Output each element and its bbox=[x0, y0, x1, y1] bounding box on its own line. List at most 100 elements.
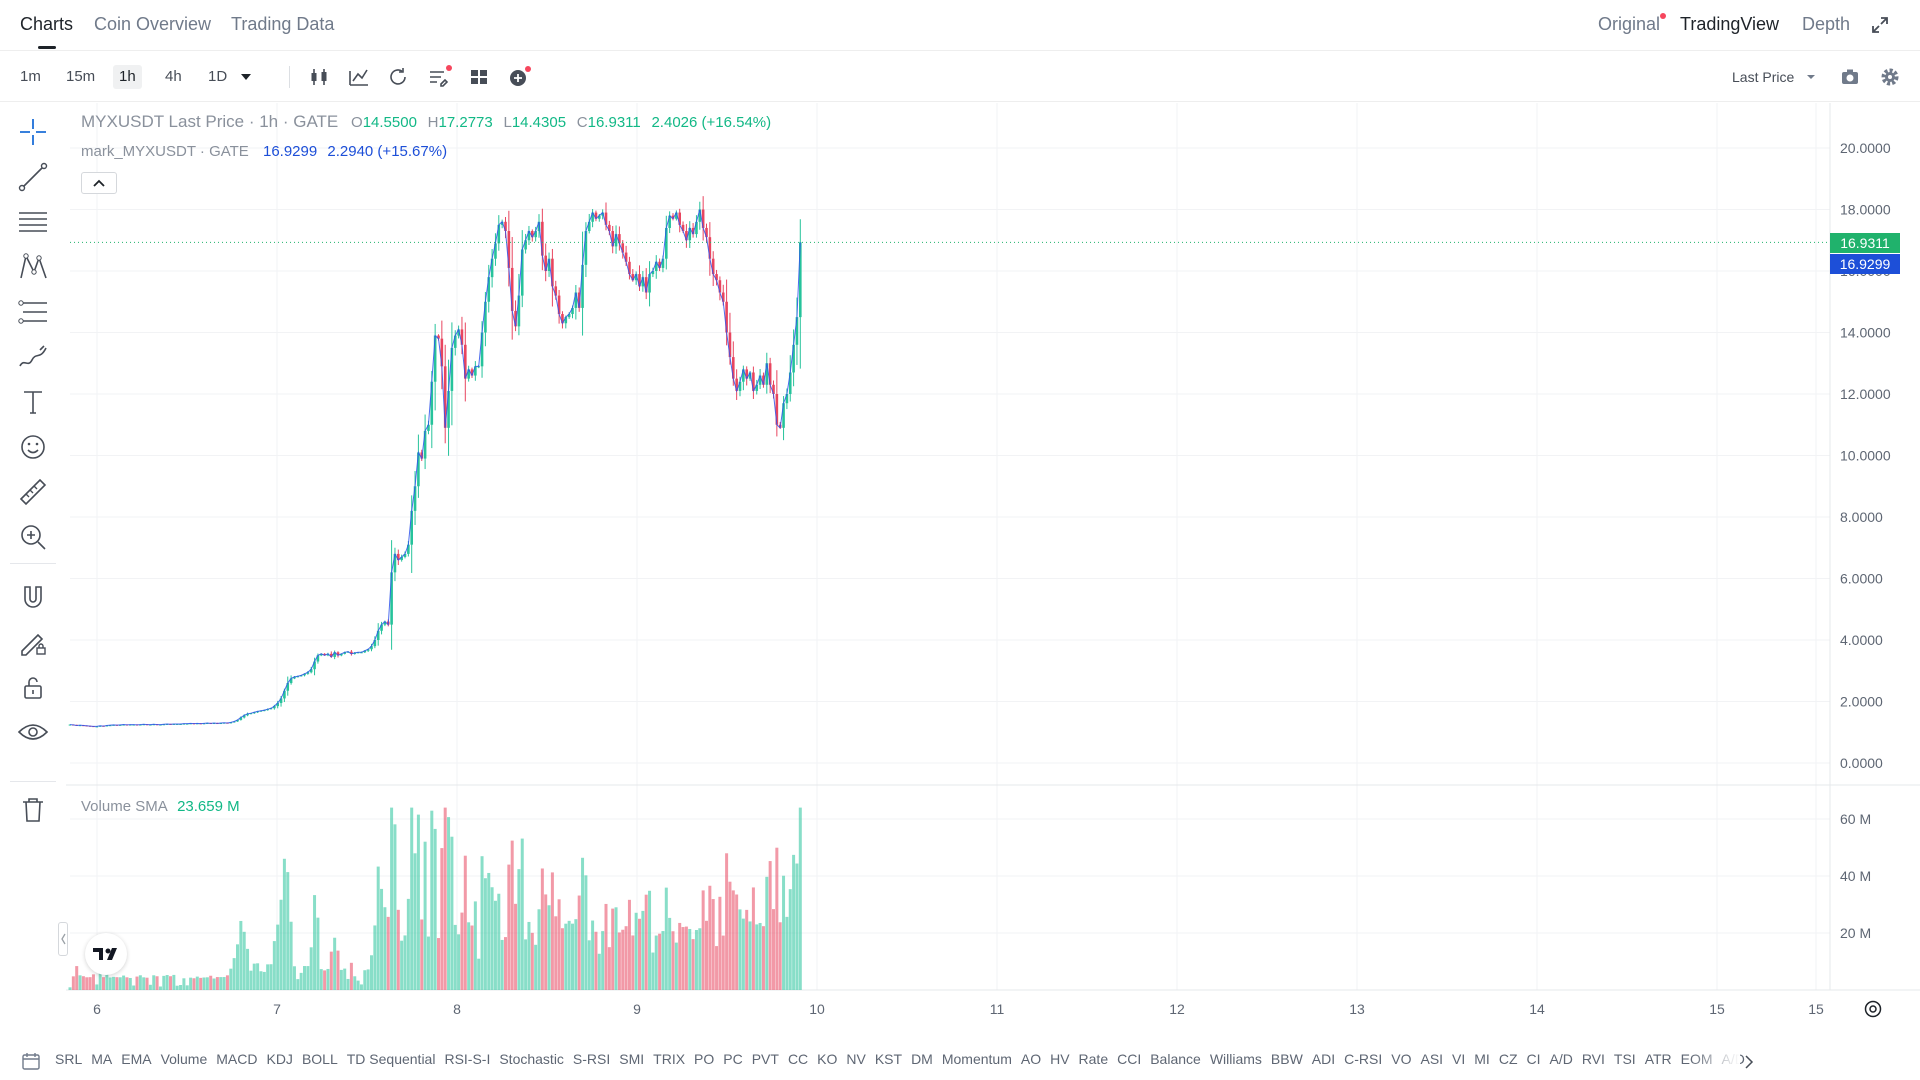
brush-icon[interactable] bbox=[14, 338, 52, 376]
indicator-item[interactable]: TD Sequential bbox=[346, 1051, 436, 1067]
indicator-item[interactable]: Volume bbox=[160, 1051, 208, 1067]
unlock-icon[interactable] bbox=[14, 668, 52, 706]
indicator-item[interactable]: KDJ bbox=[266, 1051, 293, 1067]
indicator-item[interactable]: TRIX bbox=[653, 1051, 686, 1067]
price-type-dropdown-icon[interactable] bbox=[1806, 73, 1816, 81]
indicator-item[interactable]: C-RSI bbox=[1344, 1051, 1383, 1067]
emoji-icon[interactable] bbox=[14, 428, 52, 466]
tradingview-logo[interactable] bbox=[85, 933, 127, 975]
indicator-item[interactable]: Momentum bbox=[941, 1051, 1012, 1067]
indicator-item[interactable]: PC bbox=[723, 1051, 743, 1067]
indicator-item[interactable]: KO bbox=[817, 1051, 838, 1067]
trend-line-icon[interactable] bbox=[14, 158, 52, 196]
price-chart[interactable]: 20.000018.000016.000014.000012.000010.00… bbox=[0, 0, 1920, 1046]
pattern-tool-icon[interactable] bbox=[14, 248, 52, 286]
indicator-item[interactable]: A/D bbox=[1549, 1051, 1573, 1067]
indicator-item[interactable]: CI bbox=[1526, 1051, 1541, 1067]
ruler-icon[interactable] bbox=[14, 473, 52, 511]
indicator-item[interactable]: CC bbox=[787, 1051, 809, 1067]
tab-original[interactable]: Original bbox=[1598, 14, 1661, 34]
timeframe-dropdown-icon[interactable] bbox=[240, 72, 252, 82]
zoom-in-icon[interactable] bbox=[14, 518, 52, 556]
tab-coin-overview[interactable]: Coin Overview bbox=[94, 14, 212, 34]
indicator-item[interactable]: PO bbox=[694, 1051, 715, 1067]
volume-axis-label: 20 M bbox=[1840, 925, 1871, 941]
indicator-item[interactable]: TSI bbox=[1613, 1051, 1636, 1067]
volume-bar bbox=[423, 841, 427, 990]
indicator-item[interactable]: BBW bbox=[1270, 1051, 1303, 1067]
indicator-item[interactable]: S-RSI bbox=[572, 1051, 611, 1067]
timeframe-1d[interactable]: 1D bbox=[208, 68, 228, 85]
layout-grid-icon[interactable] bbox=[465, 63, 493, 91]
indicator-item[interactable]: Balance bbox=[1150, 1051, 1201, 1067]
indicator-item[interactable]: VO bbox=[1391, 1051, 1412, 1067]
candle-body bbox=[467, 369, 470, 379]
fullscreen-icon[interactable] bbox=[1870, 15, 1890, 35]
collapse-legend-button[interactable] bbox=[81, 172, 117, 194]
indicator-item[interactable]: HV bbox=[1050, 1051, 1070, 1067]
indicator-item[interactable]: RSI-S-I bbox=[444, 1051, 491, 1067]
indicator-item[interactable]: KST bbox=[874, 1051, 903, 1067]
indicator-item[interactable]: Williams bbox=[1209, 1051, 1262, 1067]
indicator-item[interactable]: NV bbox=[846, 1051, 866, 1067]
indicator-item[interactable]: ASI bbox=[1420, 1051, 1444, 1067]
magnet-icon[interactable] bbox=[14, 578, 52, 616]
candle-body bbox=[494, 243, 497, 259]
volume-bar bbox=[229, 968, 233, 990]
refresh-icon[interactable] bbox=[384, 63, 412, 91]
chart-settings-icon[interactable] bbox=[1862, 998, 1884, 1020]
settings-gear-icon[interactable] bbox=[1876, 63, 1904, 91]
add-plus-icon[interactable] bbox=[505, 63, 533, 91]
timeframe-4h[interactable]: 4h bbox=[165, 68, 182, 85]
volume-bar bbox=[296, 979, 300, 990]
lock-drawings-icon[interactable] bbox=[14, 623, 52, 661]
indicator-item[interactable]: ADI bbox=[1311, 1051, 1336, 1067]
screenshot-camera-icon[interactable] bbox=[1836, 63, 1864, 91]
volume-bar bbox=[473, 901, 477, 990]
panel-scroll-handle[interactable] bbox=[58, 922, 68, 956]
calendar-icon[interactable] bbox=[21, 1051, 41, 1071]
indicator-item[interactable]: RVI bbox=[1581, 1051, 1605, 1067]
ohlc-high: H17.2773 bbox=[427, 114, 493, 131]
indicator-item[interactable]: DM bbox=[911, 1051, 933, 1067]
indicator-item[interactable]: MA bbox=[91, 1051, 113, 1067]
candle-style-icon[interactable] bbox=[305, 63, 333, 91]
indicator-item[interactable]: EMA bbox=[121, 1051, 152, 1067]
volume-bar bbox=[339, 969, 343, 990]
indicator-item[interactable]: BOLL bbox=[301, 1051, 338, 1067]
indicator-item[interactable]: SRL bbox=[55, 1051, 83, 1067]
text-tool-icon[interactable] bbox=[14, 383, 52, 421]
indicators-icon[interactable] bbox=[345, 63, 373, 91]
timeframe-1m[interactable]: 1m bbox=[20, 68, 41, 85]
indicator-item[interactable]: MI bbox=[1474, 1051, 1490, 1067]
price-type-select[interactable]: Last Price bbox=[1732, 69, 1795, 85]
horizontal-lines-icon[interactable] bbox=[14, 203, 52, 241]
timeframe-15m[interactable]: 15m bbox=[66, 68, 96, 85]
candle-body bbox=[283, 690, 286, 699]
candle-body bbox=[500, 221, 504, 225]
indicator-item[interactable]: SMI bbox=[619, 1051, 645, 1067]
tab-tradingview[interactable]: TradingView bbox=[1680, 14, 1780, 34]
tab-charts[interactable]: Charts bbox=[20, 14, 74, 34]
timeframe-1h[interactable]: 1h bbox=[113, 65, 142, 89]
indicator-item[interactable]: Stochastic bbox=[499, 1051, 564, 1067]
volume-bar bbox=[236, 944, 239, 990]
volume-bar bbox=[95, 984, 99, 990]
crosshair-icon[interactable] bbox=[14, 113, 52, 151]
indicator-item[interactable]: Rate bbox=[1078, 1051, 1109, 1067]
fib-retracement-icon[interactable] bbox=[14, 293, 52, 331]
indicator-item[interactable]: CZ bbox=[1498, 1051, 1518, 1067]
tab-trading-data[interactable]: Trading Data bbox=[231, 14, 335, 34]
chevron-right-icon[interactable] bbox=[1742, 1054, 1756, 1070]
volume-bar bbox=[75, 966, 79, 990]
trash-icon[interactable] bbox=[14, 791, 52, 829]
visibility-eye-icon[interactable] bbox=[14, 713, 52, 751]
indicator-item[interactable]: MACD bbox=[216, 1051, 258, 1067]
tab-depth[interactable]: Depth bbox=[1802, 14, 1851, 34]
indicator-item[interactable]: PVT bbox=[751, 1051, 779, 1067]
indicator-item[interactable]: ATR bbox=[1644, 1051, 1672, 1067]
indicator-item[interactable]: AO bbox=[1020, 1051, 1042, 1067]
indicator-item[interactable]: CCI bbox=[1117, 1051, 1142, 1067]
templates-icon[interactable] bbox=[425, 63, 453, 91]
indicator-item[interactable]: VI bbox=[1452, 1051, 1466, 1067]
